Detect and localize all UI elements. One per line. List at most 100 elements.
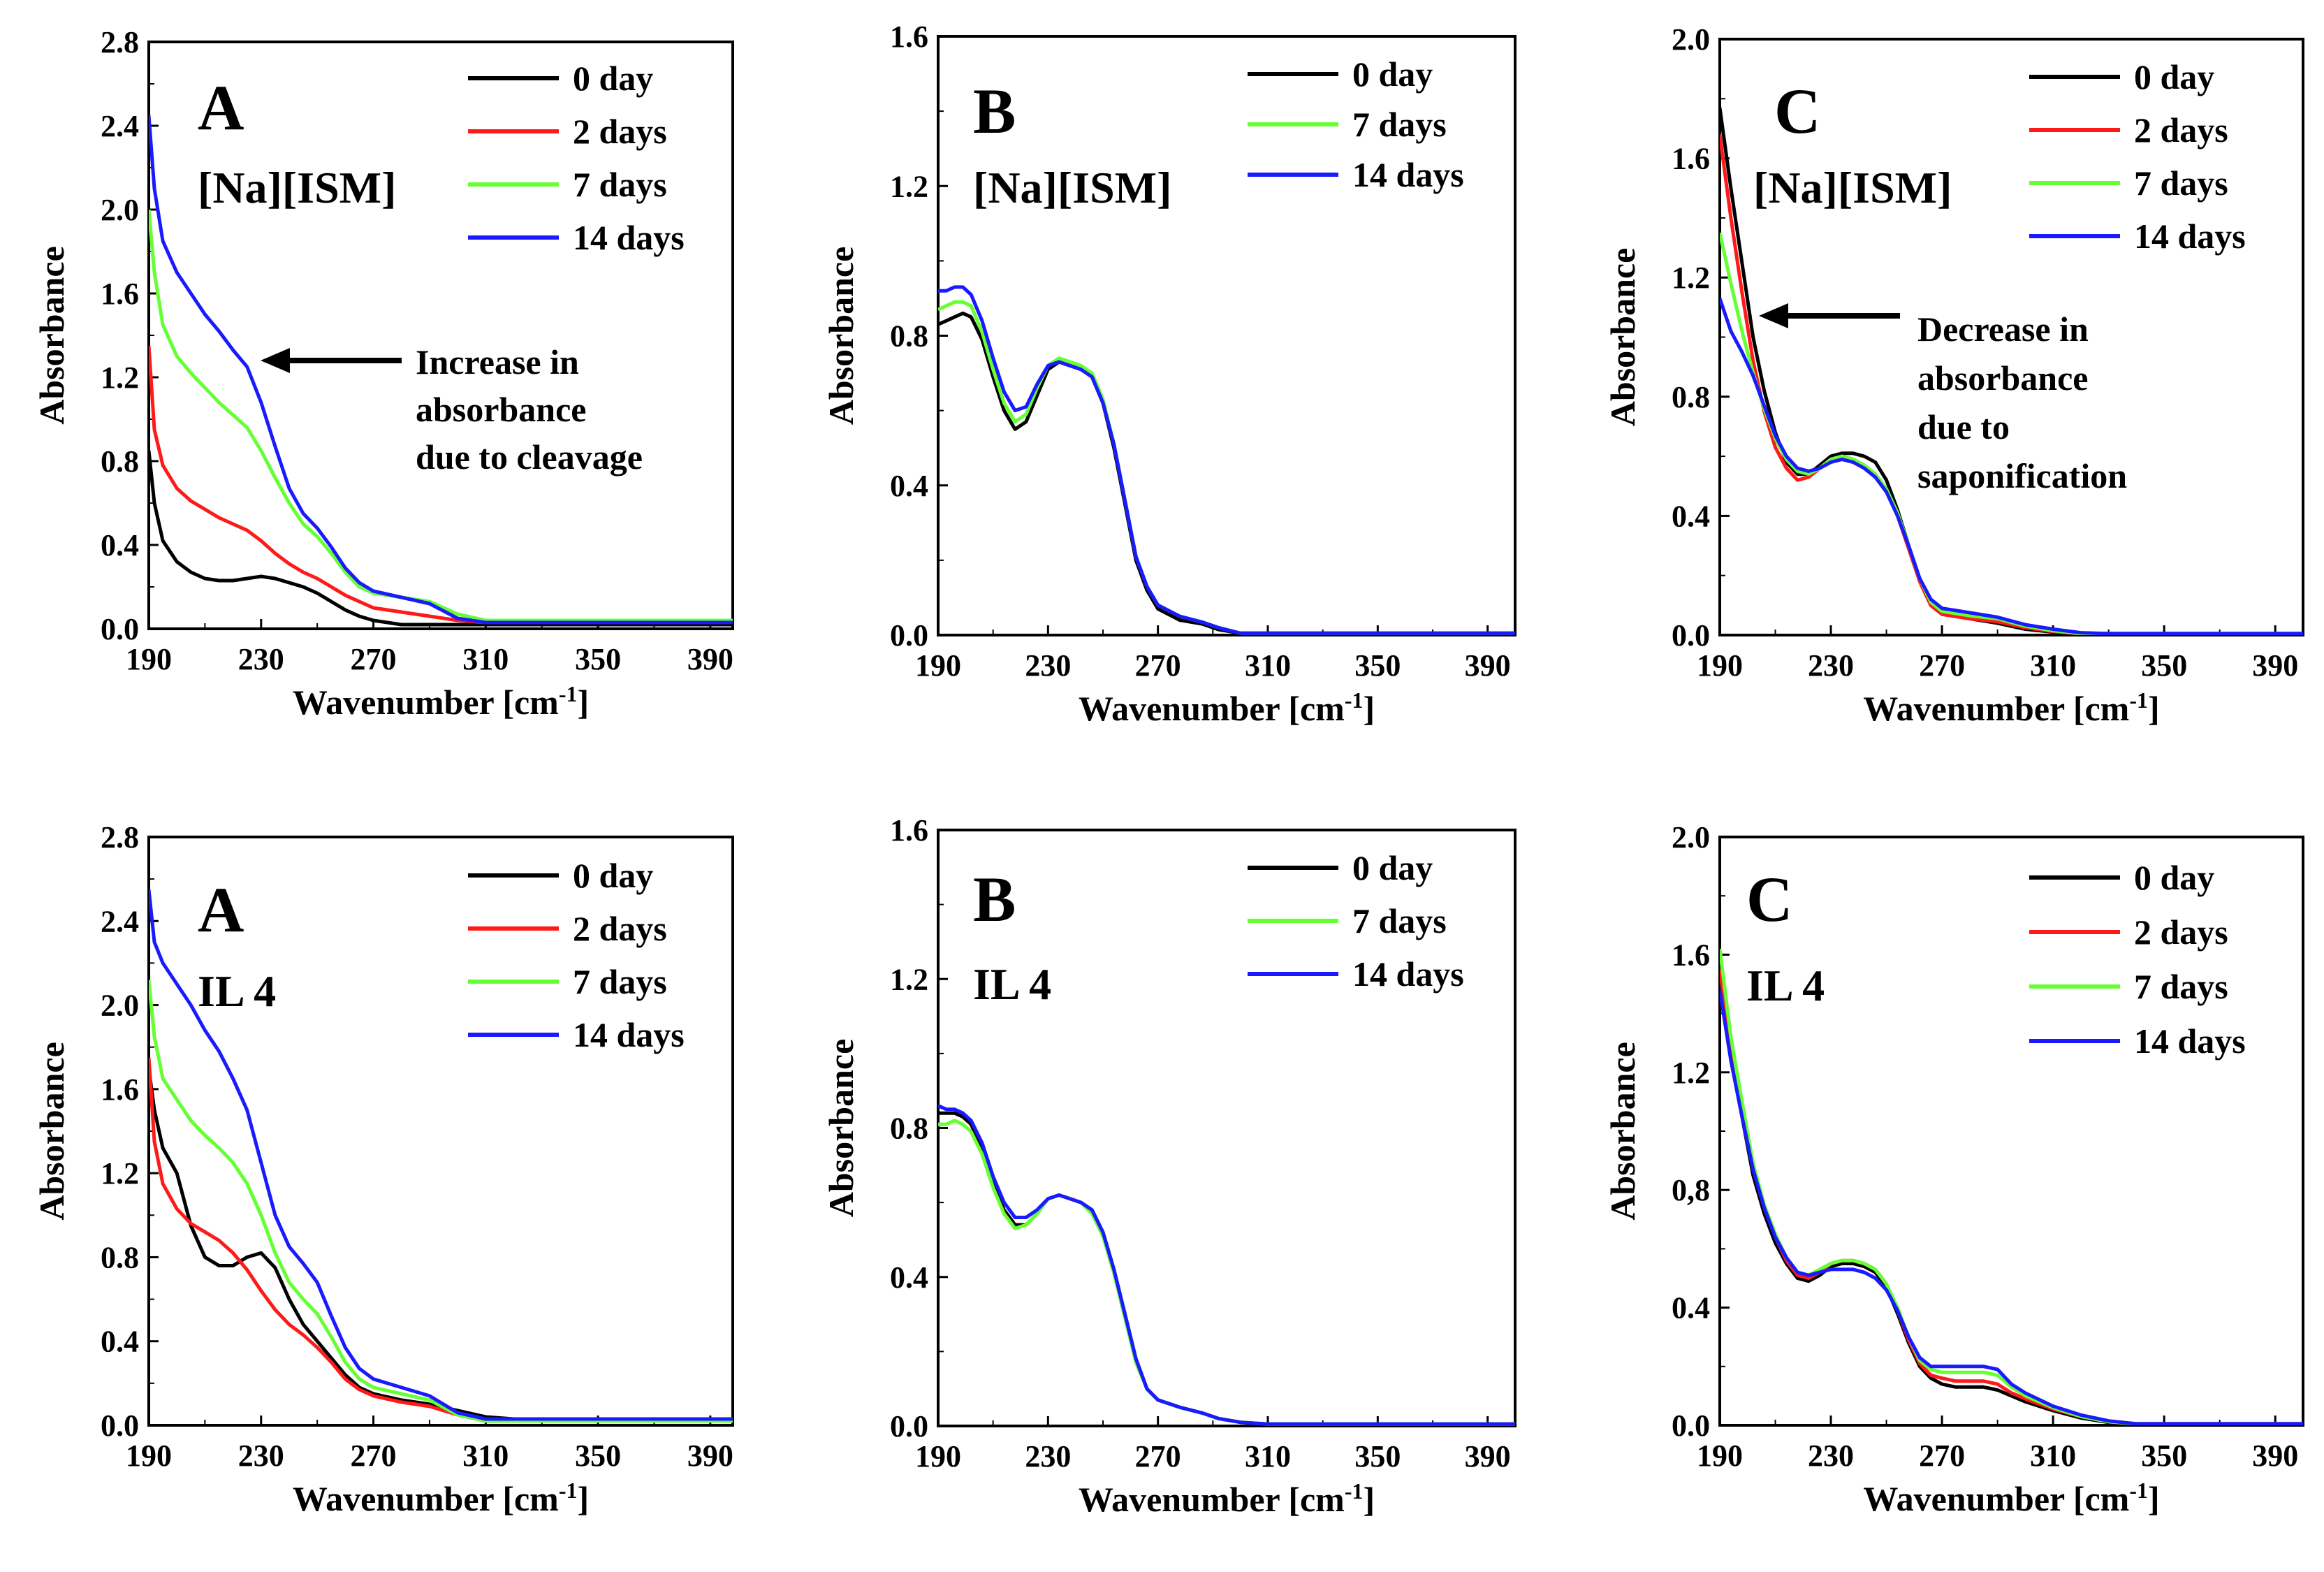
panel-letter: C <box>1746 864 1792 935</box>
legend-label: 2 days <box>573 112 667 151</box>
sample-label: IL 4 <box>1746 961 1825 1010</box>
y-tick-label: 0.0 <box>890 618 928 653</box>
y-tick-label: 0.0 <box>1672 1409 1710 1443</box>
y-tick-label: 2.8 <box>101 25 139 59</box>
y-tick-label: 1.2 <box>1672 261 1710 295</box>
y-tick-label: 1.6 <box>101 277 139 311</box>
annotation-arrowhead <box>261 348 290 373</box>
x-tick-label: 310 <box>1245 648 1291 683</box>
x-tick-label: 310 <box>1245 1439 1291 1473</box>
y-tick-label: 0.4 <box>890 1260 928 1295</box>
y-tick-label: 0.4 <box>101 1325 139 1359</box>
y-tick-label: 2.0 <box>101 989 139 1023</box>
legend-label: 0 day <box>573 59 653 98</box>
legend-label: 7 days <box>2134 967 2228 1006</box>
series-line-0-day <box>938 311 1515 635</box>
y-tick-label: 0.8 <box>1672 380 1710 414</box>
legend-label: 0 day <box>1352 54 1433 94</box>
y-axis-label: Absorbance <box>821 1039 861 1218</box>
y-axis-label: Absorbance <box>821 247 861 425</box>
series-line-2-days <box>149 1057 733 1423</box>
sample-label: IL 4 <box>198 966 276 1016</box>
x-tick-label: 390 <box>1465 648 1511 683</box>
y-axis-label: Absorbance <box>32 246 71 425</box>
legend-label: 0 day <box>2134 57 2214 96</box>
y-tick-label: 0.8 <box>890 319 928 354</box>
x-tick-label: 350 <box>2141 1439 2187 1473</box>
panel-letter: A <box>198 72 244 143</box>
panel-letter: B <box>973 864 1016 935</box>
legend-label: 7 days <box>573 165 667 204</box>
y-tick-label: 1.6 <box>1672 142 1710 176</box>
x-axis-label: Wavenumber [cm-1] <box>1079 687 1375 728</box>
series-line-7-days <box>938 1119 1515 1426</box>
series-line-14-days <box>1720 989 2303 1425</box>
y-tick-label: 2.8 <box>101 820 139 854</box>
x-tick-label: 390 <box>687 1439 733 1473</box>
chart-panel-4: 0.0 0.4 0.8 1.2 1.6 2.0 2.4 2.8 190 230 270 310 350 3… <box>32 820 734 1518</box>
y-tick-label: 2.4 <box>101 904 139 938</box>
x-tick-label: 190 <box>915 1439 961 1473</box>
annotation-text: Decrease in <box>1917 310 2089 349</box>
x-tick-label: 390 <box>687 642 733 676</box>
chart-panel-1: 0.0 0.4 0.8 1.2 1.6 2.0 2.4 2.8 190 230 270 310 350 3… <box>32 25 734 722</box>
x-tick-label: 270 <box>1919 648 1965 683</box>
y-tick-label: 0.4 <box>1672 499 1710 533</box>
y-tick-label: 1.2 <box>101 361 139 395</box>
y-tick-label: 2.0 <box>1672 820 1710 854</box>
x-tick-label: 190 <box>915 648 961 683</box>
x-tick-label: 390 <box>2252 1439 2298 1473</box>
series-line-14-days <box>938 285 1515 635</box>
legend-label: 2 days <box>2134 912 2228 952</box>
x-tick-label: 350 <box>575 1439 621 1473</box>
panel-letter: B <box>973 75 1016 147</box>
y-axis-label: Absorbance <box>32 1042 71 1221</box>
legend-label: 2 days <box>2134 110 2228 150</box>
x-tick-label: 390 <box>2252 648 2298 683</box>
legend-label: 14 days <box>573 218 685 257</box>
y-tick-label: 0.8 <box>101 444 139 479</box>
series-line-7-days <box>938 300 1515 635</box>
panel-letter: A <box>198 874 244 945</box>
series-line-7-days <box>149 980 733 1423</box>
y-tick-label: 1.2 <box>101 1156 139 1191</box>
y-axis-label: Absorbance <box>1603 248 1642 427</box>
annotation-text: due to cleavage <box>416 437 643 476</box>
annotation-arrowhead <box>1759 303 1788 328</box>
y-tick-label: 1.6 <box>890 813 928 847</box>
y-tick-label: 1.6 <box>890 20 928 54</box>
y-tick-label: 0,8 <box>1672 1173 1710 1207</box>
y-tick-label: 1.6 <box>101 1072 139 1107</box>
y-tick-label: 0.8 <box>890 1112 928 1146</box>
legend-label: 7 days <box>1352 105 1447 144</box>
legend-label: 14 days <box>1352 155 1464 194</box>
legend-label: 0 day <box>1352 848 1433 887</box>
x-tick-label: 190 <box>1697 1439 1743 1473</box>
chart-panel-6: 0.0 0.4 0,8 1.2 1.6 2.0 190 230 270 310 350 390 Wave… <box>1603 820 2304 1518</box>
series-line-14-days <box>938 1104 1515 1426</box>
annotation-text: Increase in <box>416 342 579 381</box>
y-tick-label: 0.0 <box>890 1409 928 1443</box>
legend-label: 14 days <box>2134 1021 2246 1061</box>
legend-label: 7 days <box>573 962 667 1001</box>
series-line-0-day <box>149 1068 733 1421</box>
series-line-14-days <box>149 115 733 625</box>
x-tick-label: 270 <box>1919 1439 1965 1473</box>
x-tick-label: 270 <box>1135 648 1181 683</box>
y-tick-label: 2.0 <box>1672 22 1710 57</box>
y-axis-label: Absorbance <box>1603 1042 1642 1221</box>
x-tick-label: 270 <box>351 642 397 676</box>
legend-label: 14 days <box>2134 217 2246 256</box>
sample-label: [Na][ISM] <box>1753 163 1952 212</box>
x-tick-label: 350 <box>1354 648 1401 683</box>
x-axis-label: Wavenumber [cm-1] <box>1863 687 2159 728</box>
y-tick-label: 0.4 <box>890 469 928 503</box>
chart-panel-5: 0.0 0.4 0.8 1.2 1.6 190 230 270 310 350 390 Wavenum… <box>821 813 1517 1519</box>
y-tick-label: 0.0 <box>101 612 139 646</box>
sample-label: IL 4 <box>973 959 1051 1009</box>
series-line-2-days <box>149 345 733 625</box>
x-tick-label: 230 <box>1808 648 1854 683</box>
sample-label: [Na][ISM] <box>198 163 396 212</box>
series-line-7-days <box>1720 948 2303 1425</box>
